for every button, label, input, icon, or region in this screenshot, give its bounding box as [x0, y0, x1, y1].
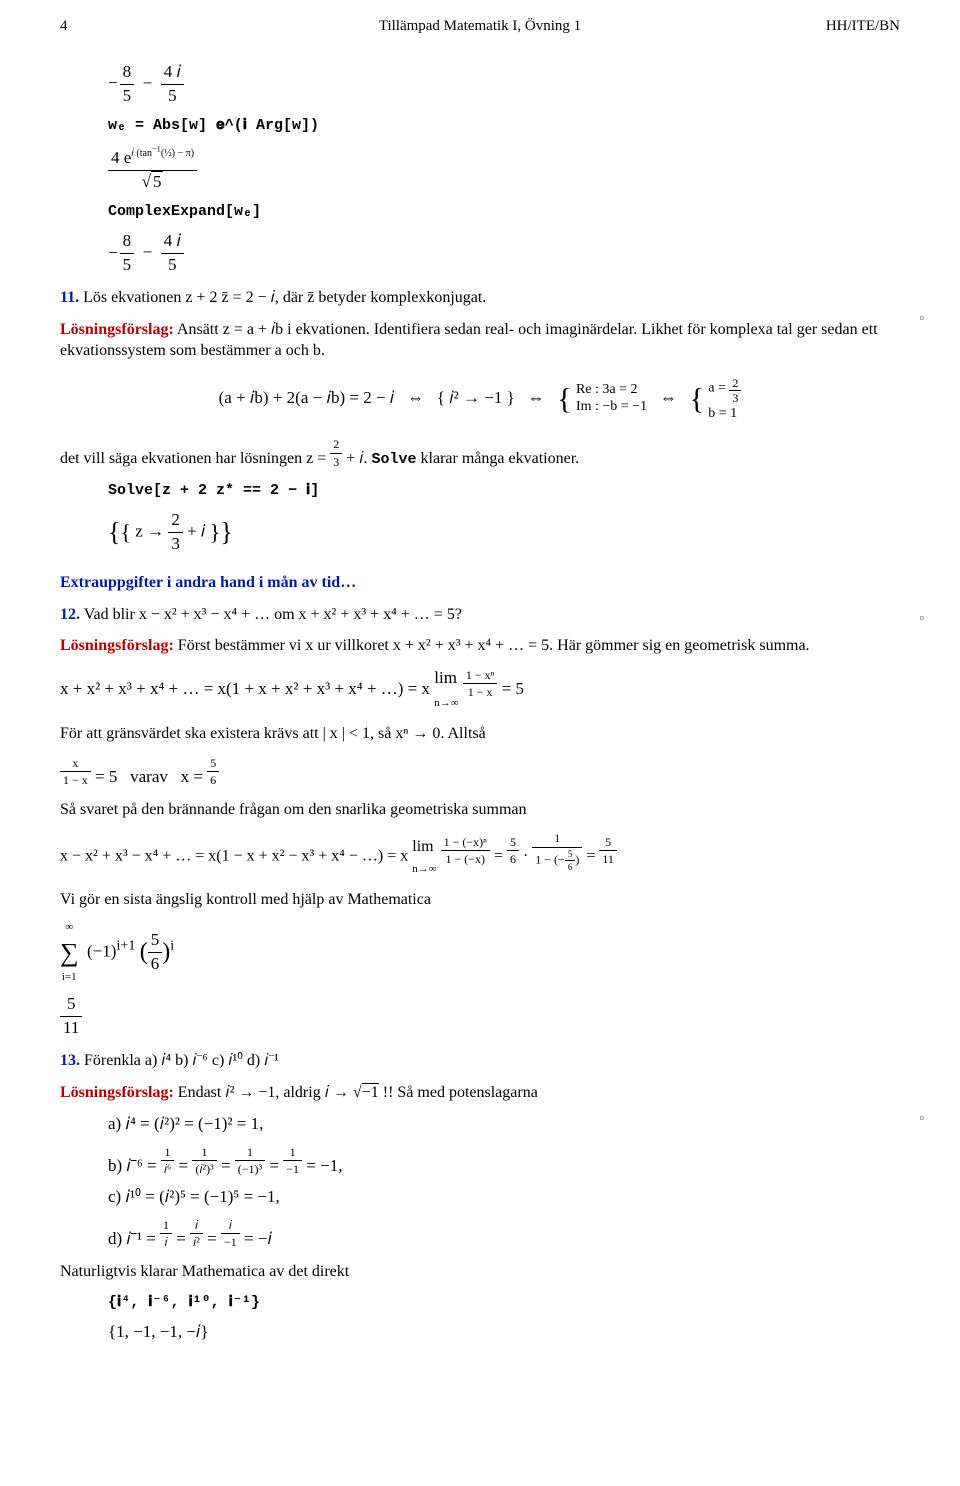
- eq-minus-8-5-b: −85 − 4 𝑖5: [108, 230, 900, 277]
- header-right: HH/ITE/BN: [620, 18, 900, 35]
- eq11-a: a = 23: [708, 376, 741, 406]
- prob12-text4: Vi gör en sista ängslig kontroll med hjä…: [60, 889, 900, 911]
- prob12-solution-intro: Lösningsförslag: Först bestämmer vi x ur…: [60, 635, 900, 657]
- prob11-number: 11.: [60, 289, 79, 306]
- prob12-sol-text: Först bestämmer vi x ur villkoret x + x²…: [174, 637, 810, 654]
- prob13-line-a: a) 𝑖⁴ = (𝑖²)² = (−1)² = 1,: [108, 1113, 900, 1136]
- header-title: Tillämpad Matematik I, Övning 1: [340, 18, 620, 35]
- prob13-line-d: d) 𝑖⁻¹ = 1𝑖 = 𝑖𝑖² = 𝑖−1 = −𝑖: [108, 1217, 900, 1251]
- prob13-text: Förenkla a) 𝑖⁴ b) 𝑖⁻⁶ c) 𝑖¹⁰ d) 𝑖⁻¹: [84, 1052, 279, 1069]
- solution-label-11: Lösningsförslag:: [60, 321, 174, 338]
- page-number: 4: [60, 18, 340, 35]
- prob13-ans: {1, −1, −1, −𝑖}: [108, 1321, 900, 1344]
- prob13-code: {𝐢⁴, 𝐢⁻⁶, 𝐢¹⁰, 𝐢⁻¹}: [108, 1293, 900, 1313]
- eq11-b: b = 1: [708, 406, 741, 423]
- prob11-central-eq: (a + 𝑖b) + 2(a − 𝑖b) = 2 − 𝑖 ⇔ { 𝑖² → −1…: [60, 376, 900, 423]
- solution-label-13: Lösningsförslag:: [60, 1084, 174, 1101]
- prob13-line-b: b) 𝑖⁻⁶ = 1𝑖⁶ = 1(𝑖²)³ = 1(−1)³ = 1−1 = −…: [108, 1144, 900, 1178]
- page-header: 4 Tillämpad Matematik I, Övning 1 HH/ITE…: [60, 18, 900, 35]
- problem-11: 11. Lös ekvationen z + 2 z̄ = 2 − 𝑖, där…: [60, 287, 900, 309]
- prob12-eq2: x1 − x = 5 varav x = 56: [60, 755, 900, 789]
- p11-fracd: 3: [330, 454, 342, 470]
- prob12-text: Vad blir x − x² + x³ − x⁴ + … om x + x² …: [84, 606, 462, 623]
- sum-lower: i=1: [60, 970, 79, 985]
- prob13-sol-text: Endast 𝑖² → −1, aldrig 𝑖 → √−1 !! Så med…: [178, 1083, 538, 1101]
- p11-c1: det vill säga ekvationen har lösningen z…: [60, 451, 330, 468]
- prob12-sum: ∞ ∑ i=1 (−1)i+1 (56)i: [60, 920, 900, 985]
- p12-t4a: Vi gör en sista ängslig kontroll med hjä…: [60, 891, 431, 908]
- sum-upper: ∞: [60, 920, 79, 935]
- code-we-abs: wₑ = Abs[w] 𝐞^(𝐢 Arg[w]): [108, 116, 900, 136]
- p13-t2: Naturligtvis klarar Mathematica av det d…: [60, 1263, 349, 1280]
- eq11-i2: { 𝑖² → −1 }: [437, 388, 515, 407]
- prob12-number: 12.: [60, 606, 80, 623]
- prob12-text2: För att gränsvärdet ska existera krävs a…: [60, 723, 900, 745]
- prob13-number: 13.: [60, 1052, 80, 1069]
- prob11-solve-ans: {{ z → 23 + 𝑖 }}: [108, 509, 900, 556]
- eq11-lhs: (a + 𝑖b) + 2(a − 𝑖b) = 2 − 𝑖: [219, 388, 395, 407]
- section-end-mark-3: ▫: [919, 1110, 924, 1126]
- section-end-mark-1: ▫: [919, 310, 924, 326]
- prob12-eq1: x + x² + x³ + x⁴ + … = x(1 + x + x² + x³…: [60, 667, 900, 713]
- section-end-mark-2: ▫: [919, 610, 924, 626]
- code-complex-expand: ComplexExpand[wₑ]: [108, 202, 900, 222]
- eq11-im: Im : −b = −1: [576, 399, 647, 416]
- p11-c2: + 𝑖.: [346, 451, 371, 468]
- prob13-line-c: c) 𝑖¹⁰ = (𝑖²)⁵ = (−1)⁵ = −1,: [108, 1186, 900, 1209]
- prob12-eq3: x − x² + x³ − x⁴ + … = x(1 − x + x² − x³…: [60, 830, 900, 879]
- problem-13: 13. Förenkla a) 𝑖⁴ b) 𝑖⁻⁶ c) 𝑖¹⁰ d) 𝑖⁻¹: [60, 1050, 900, 1072]
- extra-heading-text: Extrauppgifter i andra hand i mån av tid…: [60, 574, 356, 591]
- extra-heading: Extrauppgifter i andra hand i mån av tid…: [60, 572, 900, 594]
- solution-label-12: Lösningsförslag:: [60, 637, 174, 654]
- prob11-solve-code: Solve[z + 2 z* == 2 − 𝐢]: [108, 481, 900, 501]
- prob12-text3: Så svaret på den brännande frågan om den…: [60, 799, 900, 821]
- eq-4e-over-sqrt5: 4 e𝑖 (tan−1(½) − π) √5: [108, 144, 900, 194]
- prob13-text2: Naturligtvis klarar Mathematica av det d…: [60, 1261, 900, 1283]
- p11-fracn: 2: [330, 436, 342, 453]
- problem-12: 12. Vad blir x − x² + x³ − x⁴ + … om x +…: [60, 604, 900, 626]
- prob12-final-ans: 511: [60, 993, 900, 1040]
- prob11-sol-text: Ansätt z = a + 𝑖b i ekvationen. Identifi…: [60, 321, 878, 360]
- p11-c3: klarar många ekvationer.: [421, 451, 580, 468]
- eq-minus-8-5-a: −85 − 4 𝑖5: [108, 61, 900, 108]
- prob11-text: Lös ekvationen z + 2 z̄ = 2 − 𝑖, där z̄ …: [83, 289, 486, 306]
- p11-solve: Solve: [372, 452, 417, 469]
- prob13-solution-intro: Lösningsförslag: Endast 𝑖² → −1, aldrig …: [60, 1082, 900, 1104]
- prob11-solution-intro: Lösningsförslag: Ansätt z = a + 𝑖b i ekv…: [60, 319, 900, 362]
- eq11-re: Re : 3a = 2: [576, 382, 647, 399]
- prob11-conclusion: det vill säga ekvationen har lösningen z…: [60, 436, 900, 470]
